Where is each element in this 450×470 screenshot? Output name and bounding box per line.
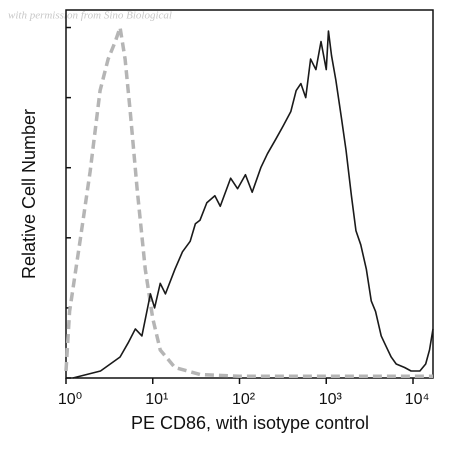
x-tick-label: 10⁰ [58,391,82,408]
x-axis-label: PE CD86, with isotype control [131,413,369,433]
x-tick-label: 10² [232,391,256,408]
x-tick-label: 10⁴ [405,391,430,408]
series-line [64,25,433,378]
y-axis-label: Relative Cell Number [19,109,39,279]
watermark: with permission from Sino Biological [8,10,172,22]
x-tick-label: 10³ [319,391,343,408]
x-tick-label: 10¹ [145,391,168,408]
series-line [72,30,434,379]
